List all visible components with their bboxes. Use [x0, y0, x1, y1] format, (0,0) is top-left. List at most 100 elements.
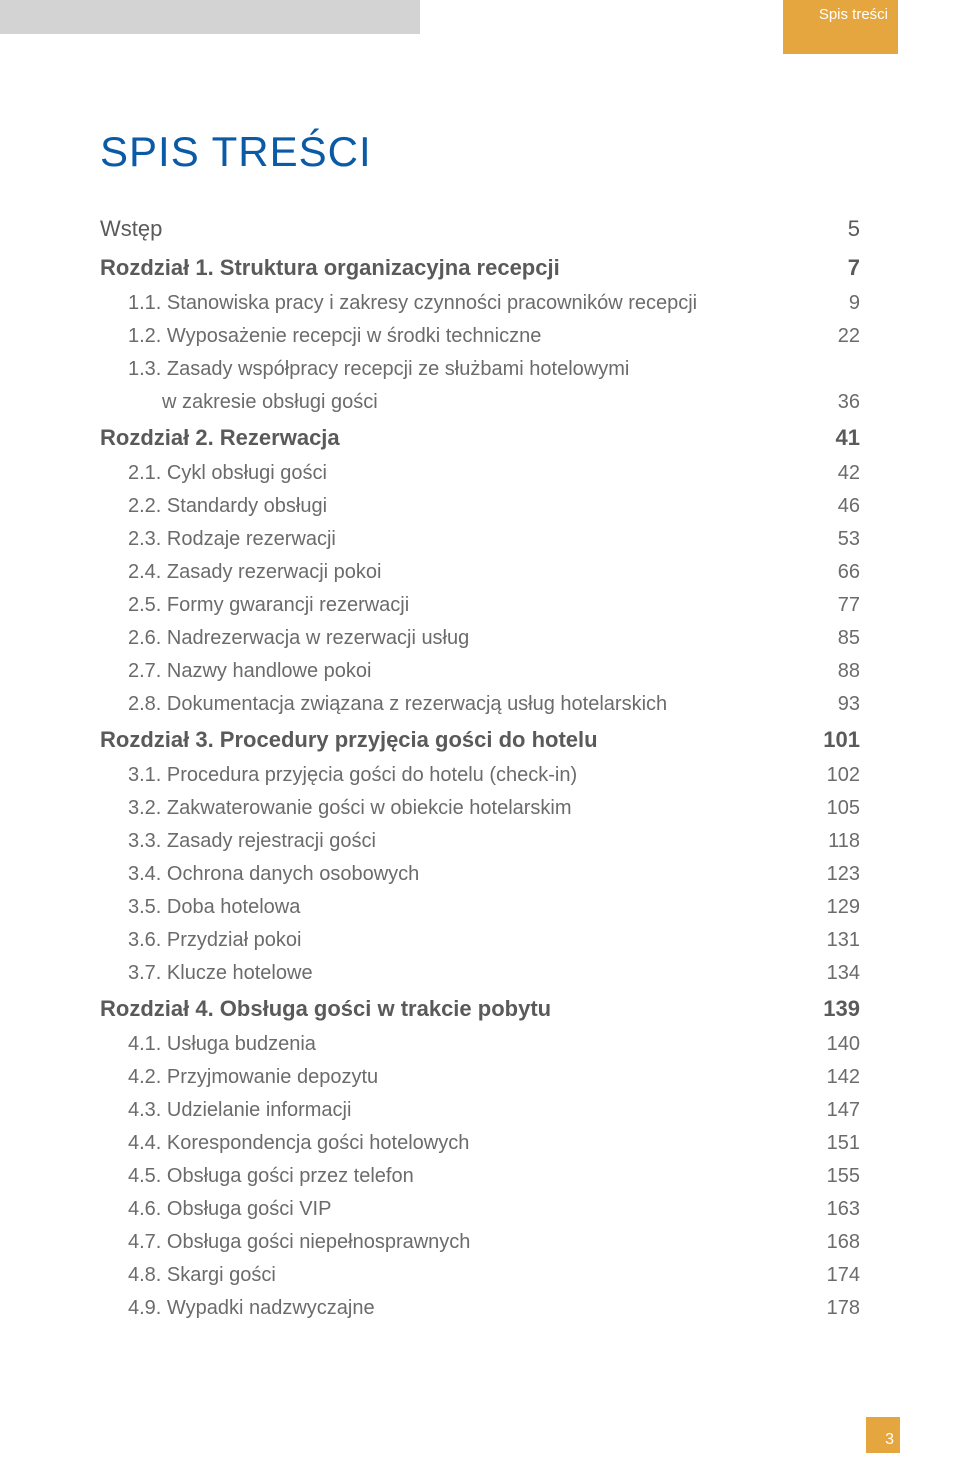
toc-entry: 2.4. Zasady rezerwacji pokoi66 — [128, 557, 860, 587]
entry-label: 2.2. Standardy obsługi — [128, 491, 810, 521]
entry-label: 4.6. Obsługa gości VIP — [128, 1194, 810, 1224]
entry-page: 88 — [810, 656, 860, 686]
entry-page: 168 — [810, 1227, 860, 1257]
entry-page: 155 — [810, 1161, 860, 1191]
toc-entry: 4.8. Skargi gości174 — [128, 1260, 860, 1290]
toc-entry: 2.3. Rodzaje rezerwacji53 — [128, 524, 860, 554]
entry-label: 4.2. Przyjmowanie depozytu — [128, 1062, 810, 1092]
chapter-title: Rozdział 3. Procedury przyjęcia gości do… — [100, 723, 810, 756]
entry-page: 163 — [810, 1194, 860, 1224]
entry-label: 2.1. Cykl obsługi gości — [128, 458, 810, 488]
page-number-box: 3 — [866, 1417, 900, 1453]
entry-page: 46 — [810, 491, 860, 521]
toc-entry: 3.4. Ochrona danych osobowych123 — [128, 859, 860, 889]
wstep-page: 5 — [810, 212, 860, 245]
content-area: SPIS TREŚCI Wstęp 5 Rozdział 1. Struktur… — [0, 40, 960, 1323]
toc-entry: 4.2. Przyjmowanie depozytu142 — [128, 1062, 860, 1092]
entry-page: 85 — [810, 623, 860, 653]
entry-page: 93 — [810, 689, 860, 719]
toc-entry: 1.2. Wyposażenie recepcji w środki techn… — [128, 321, 860, 351]
chapter-title: Rozdział 2. Rezerwacja — [100, 421, 810, 454]
entry-label: 3.1. Procedura przyjęcia gości do hotelu… — [128, 760, 810, 790]
entry-label: 4.1. Usługa budzenia — [128, 1029, 810, 1059]
chapter-page: 101 — [810, 723, 860, 756]
entry-label: 1.2. Wyposażenie recepcji w środki techn… — [128, 321, 810, 351]
toc-entry: 2.1. Cykl obsługi gości42 — [128, 458, 860, 488]
entry-page: 129 — [810, 892, 860, 922]
entry-page: 131 — [810, 925, 860, 955]
entry-page: 36 — [810, 387, 860, 417]
entry-page: 53 — [810, 524, 860, 554]
toc-entry: 4.3. Udzielanie informacji147 — [128, 1095, 860, 1125]
chapter-page: 139 — [810, 992, 860, 1025]
entry-page: 22 — [810, 321, 860, 351]
entry-page: 105 — [810, 793, 860, 823]
entry-label: 2.5. Formy gwarancji rezerwacji — [128, 590, 810, 620]
chapter-page: 41 — [810, 421, 860, 454]
entry-page: 102 — [810, 760, 860, 790]
entry-page: 140 — [810, 1029, 860, 1059]
entry-page: 77 — [810, 590, 860, 620]
entry-page: 134 — [810, 958, 860, 988]
toc-chapter: Rozdział 4. Obsługa gości w trakcie poby… — [100, 992, 860, 1025]
toc-chapter: Rozdział 1. Struktura organizacyjna rece… — [100, 251, 860, 284]
toc-entry: 2.6. Nadrezerwacja w rezerwacji usług85 — [128, 623, 860, 653]
entry-label: 4.3. Udzielanie informacji — [128, 1095, 810, 1125]
toc-entry: 2.5. Formy gwarancji rezerwacji77 — [128, 590, 860, 620]
entry-page: 66 — [810, 557, 860, 587]
toc-chapter: Rozdział 2. Rezerwacja 41 — [100, 421, 860, 454]
entry-page: 147 — [810, 1095, 860, 1125]
chapter-title: Rozdział 4. Obsługa gości w trakcie poby… — [100, 992, 810, 1025]
toc-entry: 4.9. Wypadki nadzwyczajne178 — [128, 1293, 860, 1323]
entry-page: 151 — [810, 1128, 860, 1158]
chapter-title: Rozdział 1. Struktura organizacyjna rece… — [100, 251, 810, 284]
toc-entry: 3.3. Zasady rejestracji gości118 — [128, 826, 860, 856]
page-title: SPIS TREŚCI — [100, 128, 860, 176]
toc-entry: 1.1. Stanowiska pracy i zakresy czynnośc… — [128, 288, 860, 318]
toc-chapter: Rozdział 3. Procedury przyjęcia gości do… — [100, 723, 860, 756]
toc-entry: 3.7. Klucze hotelowe134 — [128, 958, 860, 988]
header-bar: Spis treści — [0, 0, 960, 40]
entry-cont-label: w zakresie obsługi gości — [162, 387, 810, 417]
toc-entry: 3.6. Przydział pokoi131 — [128, 925, 860, 955]
entry-label: 1.1. Stanowiska pracy i zakresy czynnośc… — [128, 288, 810, 318]
toc-entry: 4.4. Korespondencja gości hotelowych151 — [128, 1128, 860, 1158]
toc-entry-continuation: w zakresie obsługi gości 36 — [162, 387, 860, 417]
toc-entry: 3.1. Procedura przyjęcia gości do hotelu… — [128, 760, 860, 790]
entry-page: 123 — [810, 859, 860, 889]
toc-entry: 2.2. Standardy obsługi46 — [128, 491, 860, 521]
entry-label: 2.3. Rodzaje rezerwacji — [128, 524, 810, 554]
section-tab-label: Spis treści — [819, 6, 888, 23]
entry-label: 3.3. Zasady rejestracji gości — [128, 826, 810, 856]
entry-label: 2.8. Dokumentacja związana z rezerwacją … — [128, 689, 810, 719]
entry-label: 3.4. Ochrona danych osobowych — [128, 859, 810, 889]
toc-entry: 2.8. Dokumentacja związana z rezerwacją … — [128, 689, 860, 719]
page-number: 3 — [885, 1431, 894, 1449]
entry-label: 4.9. Wypadki nadzwyczajne — [128, 1293, 810, 1323]
toc-entry: 1.3. Zasady współpracy recepcji ze służb… — [128, 354, 860, 384]
grey-header-bar — [0, 0, 420, 34]
entry-page: 178 — [810, 1293, 860, 1323]
toc-entry: 3.5. Doba hotelowa129 — [128, 892, 860, 922]
toc-entry: 4.1. Usługa budzenia140 — [128, 1029, 860, 1059]
entry-label: 3.2. Zakwaterowanie gości w obiekcie hot… — [128, 793, 810, 823]
entry-label: 4.7. Obsługa gości niepełnosprawnych — [128, 1227, 810, 1257]
toc-entry: 2.7. Nazwy handlowe pokoi88 — [128, 656, 860, 686]
section-tab: Spis treści — [783, 0, 898, 54]
entry-label: 2.7. Nazwy handlowe pokoi — [128, 656, 810, 686]
entry-page: 142 — [810, 1062, 860, 1092]
toc-entry: 4.6. Obsługa gości VIP163 — [128, 1194, 860, 1224]
entry-label: 3.5. Doba hotelowa — [128, 892, 810, 922]
chapter-page: 7 — [810, 251, 860, 284]
entry-page: 9 — [810, 288, 860, 318]
entry-label: 2.4. Zasady rezerwacji pokoi — [128, 557, 810, 587]
entry-label: 4.4. Korespondencja gości hotelowych — [128, 1128, 810, 1158]
wstep-label: Wstęp — [100, 212, 810, 245]
toc-entry: 4.5. Obsługa gości przez telefon155 — [128, 1161, 860, 1191]
entry-label: 4.8. Skargi gości — [128, 1260, 810, 1290]
entry-page: 118 — [810, 826, 860, 856]
entry-page: 174 — [810, 1260, 860, 1290]
toc-wstep: Wstęp 5 — [100, 212, 860, 245]
toc-entry: 4.7. Obsługa gości niepełnosprawnych168 — [128, 1227, 860, 1257]
entry-label: 3.7. Klucze hotelowe — [128, 958, 810, 988]
